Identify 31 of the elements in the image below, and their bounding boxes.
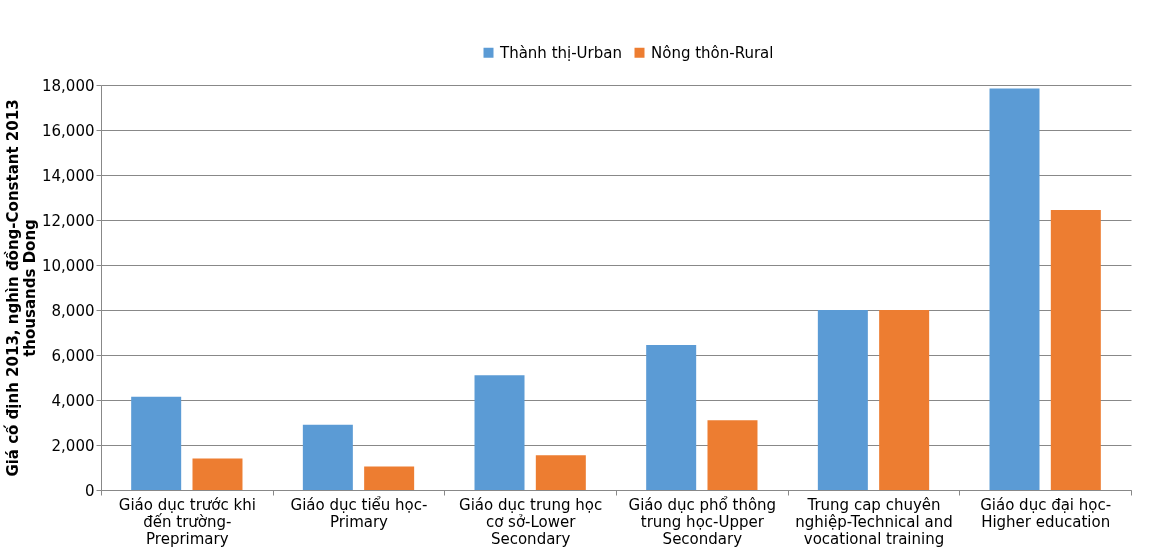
x-tick-label: Giáo dục đại học-Higher education bbox=[980, 495, 1112, 531]
x-tick-label: Giáo dục trước khi đến trường-Preprimary bbox=[118, 495, 256, 548]
bar bbox=[364, 466, 415, 490]
bar bbox=[989, 88, 1040, 490]
x-tick-label: Giáo dục tiểu học-Primary bbox=[290, 495, 428, 531]
x-tick-label: Trung cap chuyên nghiệp-Technical and vocational training bbox=[795, 495, 953, 548]
legend-label: Nông thôn-Rural bbox=[651, 43, 774, 62]
y-tick-label: 18,000 bbox=[42, 76, 95, 95]
x-tick-label: Giáo dục phổ thông trung học-Upper Secondary bbox=[628, 495, 777, 548]
y-tick-label: 10,000 bbox=[42, 256, 95, 275]
bar bbox=[646, 344, 697, 490]
y-tick-label: 14,000 bbox=[42, 166, 95, 185]
x-tick-label: Giáo dục trung học cơ sở-Lower Secondary bbox=[459, 495, 603, 548]
bar bbox=[535, 455, 586, 490]
y-tick-label: 0 bbox=[84, 481, 95, 500]
bar bbox=[474, 375, 525, 490]
legend-label: Thành thị-Urban bbox=[499, 43, 622, 62]
bar bbox=[817, 310, 868, 490]
bar bbox=[707, 420, 758, 490]
y-axis-title: Giá cố định 2013, nghìn đồng-Constant 2013 thousands Dong bbox=[3, 99, 40, 477]
y-tick-label: 12,000 bbox=[42, 211, 95, 230]
bar bbox=[302, 424, 353, 490]
y-tick-label: 16,000 bbox=[42, 121, 95, 140]
y-tick-label: 6,000 bbox=[51, 346, 95, 365]
bar bbox=[879, 310, 930, 490]
bar bbox=[131, 396, 182, 490]
bar bbox=[192, 458, 243, 490]
y-tick-label: 2,000 bbox=[51, 436, 95, 455]
y-tick-label: 8,000 bbox=[51, 301, 95, 320]
y-tick-label: 4,000 bbox=[51, 391, 95, 410]
bar bbox=[1050, 209, 1101, 490]
